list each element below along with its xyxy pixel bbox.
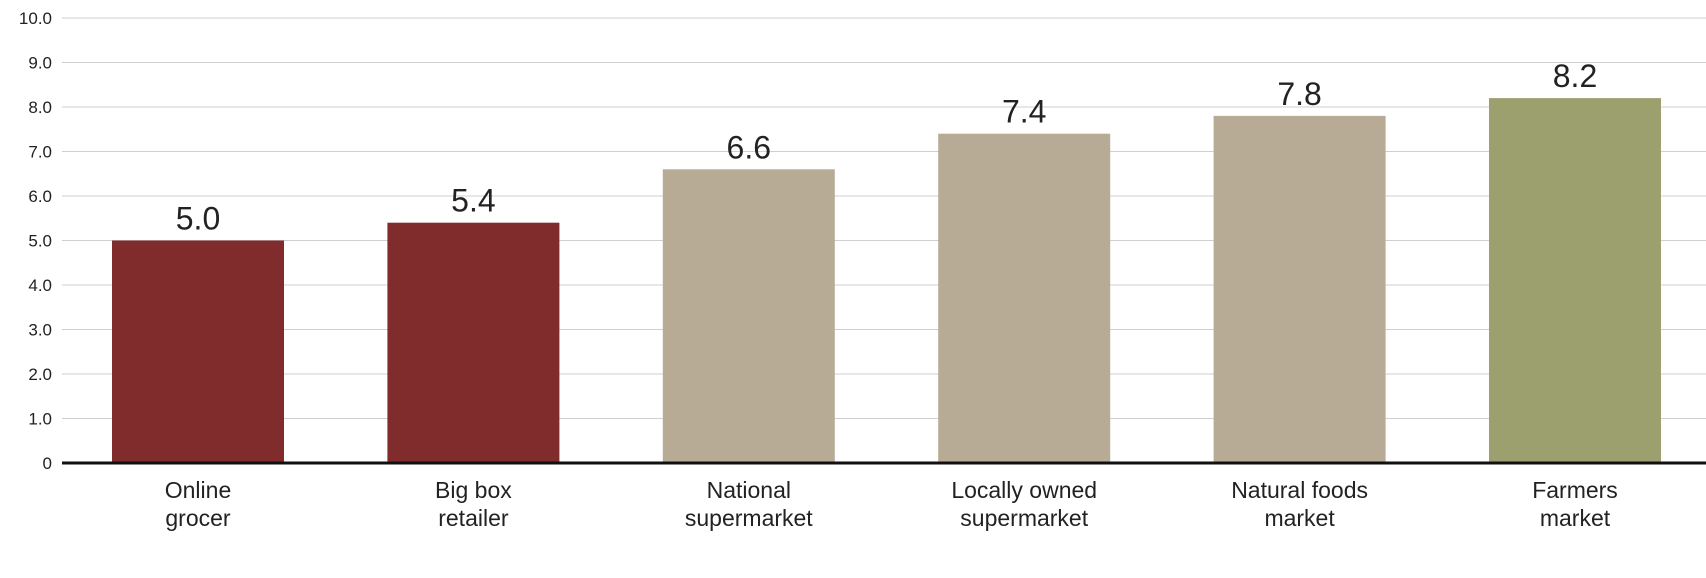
x-tick-label: grocer: [165, 505, 231, 531]
gridlines: [62, 17, 1706, 419]
data-label: 5.0: [176, 201, 220, 237]
y-axis-tick-labels: 0 1.0 2.0 3.0 4.0 5.0 6.0 7.0 8.0 9.0 10.0: [19, 9, 52, 473]
x-tick-label: market: [1540, 505, 1611, 531]
bars: [112, 98, 1661, 464]
y-tick-label: 4.0: [28, 276, 52, 295]
data-label: 5.4: [451, 183, 495, 219]
bar: [387, 222, 560, 463]
data-labels: 5.0 5.4 6.6 7.4 7.8 8.2: [176, 58, 1597, 236]
x-tick-label: National: [707, 477, 791, 503]
y-tick-label: 0: [43, 454, 52, 473]
y-tick-label: 1.0: [28, 410, 52, 429]
data-label: 7.8: [1277, 76, 1321, 112]
x-tick-label: Natural foods: [1231, 477, 1368, 503]
data-label: 8.2: [1553, 58, 1597, 94]
data-label: 6.6: [727, 129, 771, 165]
x-tick-label: retailer: [438, 505, 509, 531]
x-tick-label: market: [1264, 505, 1335, 531]
bar: [1489, 98, 1661, 463]
bar: [1213, 115, 1386, 464]
x-tick-label: Locally owned: [951, 477, 1097, 503]
x-tick-label: supermarket: [685, 505, 813, 531]
bar: [112, 240, 284, 463]
y-tick-label: 10.0: [19, 9, 52, 28]
x-tick-label: Farmers: [1532, 477, 1618, 503]
x-tick-label: supermarket: [960, 505, 1088, 531]
y-tick-label: 3.0: [28, 321, 52, 340]
y-tick-label: 2.0: [28, 365, 52, 384]
y-tick-label: 6.0: [28, 187, 52, 206]
bar: [662, 169, 835, 464]
x-tick-label: Online: [165, 477, 231, 503]
y-tick-label: 9.0: [28, 54, 52, 73]
y-tick-label: 7.0: [28, 143, 52, 162]
bar: [938, 133, 1111, 463]
x-tick-label: Big box: [435, 477, 512, 503]
data-label: 7.4: [1002, 94, 1046, 130]
y-tick-label: 5.0: [28, 232, 52, 251]
y-tick-label: 8.0: [28, 98, 52, 117]
